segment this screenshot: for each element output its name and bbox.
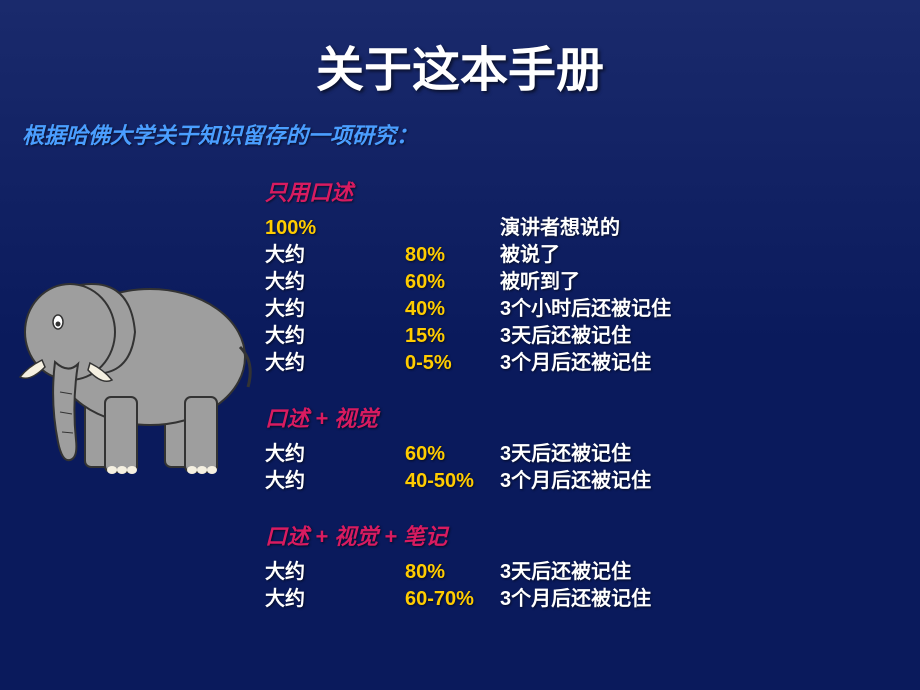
row-percent: 60% xyxy=(405,441,500,468)
page-title: 关于这本手册 xyxy=(0,0,920,100)
row-desc: 3个月后还被记住 xyxy=(500,350,651,377)
row-desc: 3天后还被记住 xyxy=(500,323,631,350)
row-prefix: 大约 xyxy=(265,468,405,495)
row-desc: 3个月后还被记住 xyxy=(500,586,651,613)
row-prefix: 大约 xyxy=(265,242,405,269)
elephant-icon xyxy=(10,252,255,482)
page-subtitle: 根据哈佛大学关于知识留存的一项研究： xyxy=(0,100,920,150)
row-percent: 60% xyxy=(405,269,500,296)
section-header-oral-visual-notes: 口述 + 视觉 + 笔记 xyxy=(265,519,671,551)
section-oral-visual-notes: 口述 + 视觉 + 笔记 大约 80% 3天后还被记住 大约 60-70% 3个… xyxy=(265,519,671,613)
row-prefix: 大约 xyxy=(265,296,405,323)
row-prefix: 大约 xyxy=(265,441,405,468)
row-prefix: 100% xyxy=(265,215,405,242)
retention-data: 只用口述 100% 演讲者想说的 大约 80% 被说了 大约 60% 被听到了 … xyxy=(265,175,671,613)
row-desc: 3天后还被记住 xyxy=(500,441,631,468)
row-percent: 80% xyxy=(405,559,500,586)
row-desc: 演讲者想说的 xyxy=(500,215,620,242)
data-row: 大约 60% 3天后还被记住 xyxy=(265,441,671,468)
data-row: 大约 40% 3个小时后还被记住 xyxy=(265,296,671,323)
row-prefix: 大约 xyxy=(265,350,405,377)
row-prefix: 大约 xyxy=(265,559,405,586)
row-percent: 0-5% xyxy=(405,350,500,377)
section-header-oral: 只用口述 xyxy=(265,175,671,207)
data-row: 大约 0-5% 3个月后还被记住 xyxy=(265,350,671,377)
data-row: 大约 60% 被听到了 xyxy=(265,269,671,296)
row-prefix: 大约 xyxy=(265,269,405,296)
row-desc: 被说了 xyxy=(500,242,560,269)
row-prefix: 大约 xyxy=(265,323,405,350)
row-desc: 3个月后还被记住 xyxy=(500,468,651,495)
section-oral: 只用口述 100% 演讲者想说的 大约 80% 被说了 大约 60% 被听到了 … xyxy=(265,175,671,377)
data-row: 大约 40-50% 3个月后还被记住 xyxy=(265,468,671,495)
row-percent: 80% xyxy=(405,242,500,269)
data-row: 大约 80% 3天后还被记住 xyxy=(265,559,671,586)
section-header-oral-visual: 口述 + 视觉 xyxy=(265,401,671,433)
row-desc: 被听到了 xyxy=(500,269,580,296)
row-percent: 15% xyxy=(405,323,500,350)
data-row: 大约 80% 被说了 xyxy=(265,242,671,269)
section-oral-visual: 口述 + 视觉 大约 60% 3天后还被记住 大约 40-50% 3个月后还被记… xyxy=(265,401,671,495)
data-row: 大约 15% 3天后还被记住 xyxy=(265,323,671,350)
data-row: 100% 演讲者想说的 xyxy=(265,215,671,242)
row-percent: 40% xyxy=(405,296,500,323)
row-prefix: 大约 xyxy=(265,586,405,613)
data-row: 大约 60-70% 3个月后还被记住 xyxy=(265,586,671,613)
row-percent: 40-50% xyxy=(405,468,500,495)
row-percent: 60-70% xyxy=(405,586,500,613)
row-desc: 3天后还被记住 xyxy=(500,559,631,586)
row-desc: 3个小时后还被记住 xyxy=(500,296,671,323)
